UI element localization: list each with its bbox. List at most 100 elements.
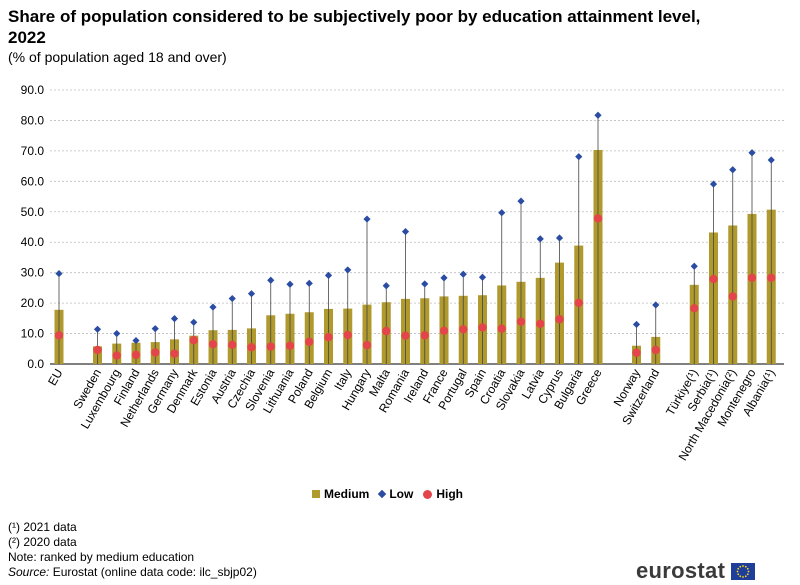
marker-low: [132, 336, 140, 345]
marker-high: [709, 274, 718, 284]
marker-high: [574, 298, 583, 308]
chart-legend: Medium Low High: [312, 487, 463, 501]
marker-high: [747, 273, 757, 283]
marker-low: [382, 282, 390, 290]
marker-high: [420, 331, 429, 340]
marker-low: [190, 318, 198, 326]
marker-low: [228, 294, 236, 303]
y-tick-label: 40.0: [21, 235, 45, 249]
marker-high: [208, 340, 218, 349]
marker-low: [555, 234, 564, 242]
y-tick-label: 30.0: [21, 266, 45, 280]
chart-subtitle: (% of population aged 18 and over): [8, 49, 227, 65]
marker-low: [267, 276, 275, 284]
marker-low: [440, 274, 448, 282]
marker-low: [324, 271, 333, 280]
marker-low: [575, 153, 583, 161]
marker-high: [362, 340, 372, 350]
marker-high: [151, 348, 160, 357]
marker-low: [690, 262, 698, 270]
marker-high: [343, 330, 352, 340]
marker-high: [382, 326, 391, 336]
marker-high: [170, 349, 179, 358]
legend-label-high: High: [436, 487, 464, 501]
legend-swatch-high: [423, 489, 433, 499]
marker-high: [632, 348, 641, 357]
marker-high: [131, 350, 141, 360]
marker-low: [478, 273, 487, 281]
eu-flag-icon: [731, 562, 756, 580]
marker-low: [729, 166, 737, 174]
y-tick-label: 10.0: [21, 327, 45, 341]
x-tick-label: EU: [45, 367, 65, 388]
legend-item-medium: Medium: [312, 487, 369, 501]
marker-low: [709, 180, 718, 188]
source-line: Source: Eurostat (online data code: ilc_…: [8, 565, 257, 580]
y-tick-label: 80.0: [21, 113, 45, 127]
marker-high: [266, 342, 275, 351]
marker-high: [478, 323, 487, 332]
chart-plot-area: 0.0 10.0 20.0 30.0 40.0 50.0 60.0 70.0 80.0 90.0 E…: [21, 83, 784, 463]
marker-low: [632, 320, 641, 329]
marker-high: [439, 326, 449, 336]
eurostat-logo: eurostat: [636, 558, 756, 584]
marker-low: [247, 290, 256, 298]
marker-high: [401, 331, 410, 340]
legend-label-medium: Medium: [324, 487, 370, 501]
marker-high: [247, 343, 256, 352]
marker-high: [305, 337, 314, 346]
marker-low: [594, 111, 602, 119]
legend-swatch-low: [378, 489, 387, 499]
marker-high: [93, 345, 102, 355]
marker-low: [305, 279, 313, 287]
y-tick-label: 60.0: [21, 174, 45, 188]
logo-text: eurostat: [636, 558, 726, 583]
marker-high: [536, 319, 545, 329]
marker-low: [536, 235, 544, 243]
footnote-2020: (²) 2020 data: [8, 535, 77, 549]
marker-low: [767, 156, 775, 164]
legend-swatch-medium: [312, 490, 320, 498]
y-tick-label: 50.0: [21, 205, 45, 219]
marker-high: [324, 333, 333, 342]
marker-high: [593, 214, 603, 223]
marker-high: [285, 341, 295, 350]
marker-low: [170, 315, 179, 323]
chart-title: Share of population considered to be sub…: [8, 7, 701, 47]
marker-low: [113, 329, 121, 338]
marker-low: [151, 325, 159, 333]
marker-low: [498, 209, 506, 217]
marker-high: [459, 325, 468, 334]
marker-high: [112, 351, 121, 360]
marker-low: [55, 269, 63, 278]
marker-low: [344, 266, 352, 274]
marker-low: [748, 149, 756, 157]
marker-low: [401, 227, 410, 236]
legend-item-low: Low: [378, 487, 413, 501]
marker-high: [651, 345, 660, 355]
marker-high: [690, 304, 699, 313]
marker-high: [555, 315, 564, 324]
ranking-note: Note: ranked by medium education: [8, 550, 195, 564]
marker-low: [286, 280, 294, 288]
chart-notes: (¹) 2021 data (²) 2020 data Note: ranked…: [8, 520, 257, 580]
marker-low: [209, 303, 217, 311]
y-tick-label: 0.0: [27, 357, 44, 371]
y-tick-label: 70.0: [21, 144, 45, 158]
marker-low: [652, 301, 660, 309]
marker-low: [93, 325, 102, 333]
marker-high: [728, 292, 737, 301]
marker-low: [363, 215, 371, 223]
marker-high: [516, 317, 526, 326]
source-text: Eurostat (online data code: ilc_sbjp02): [52, 565, 257, 579]
marker-high: [228, 340, 237, 350]
y-tick-label: 90.0: [21, 83, 45, 97]
marker-high: [189, 336, 198, 345]
marker-low: [421, 280, 429, 288]
legend-item-high: High: [423, 487, 463, 501]
marker-low: [517, 197, 525, 205]
y-tick-label: 20.0: [21, 296, 45, 310]
footnote-2021: (¹) 2021 data: [8, 520, 77, 534]
marker-low: [459, 270, 467, 278]
source-label: Source:: [8, 565, 50, 579]
